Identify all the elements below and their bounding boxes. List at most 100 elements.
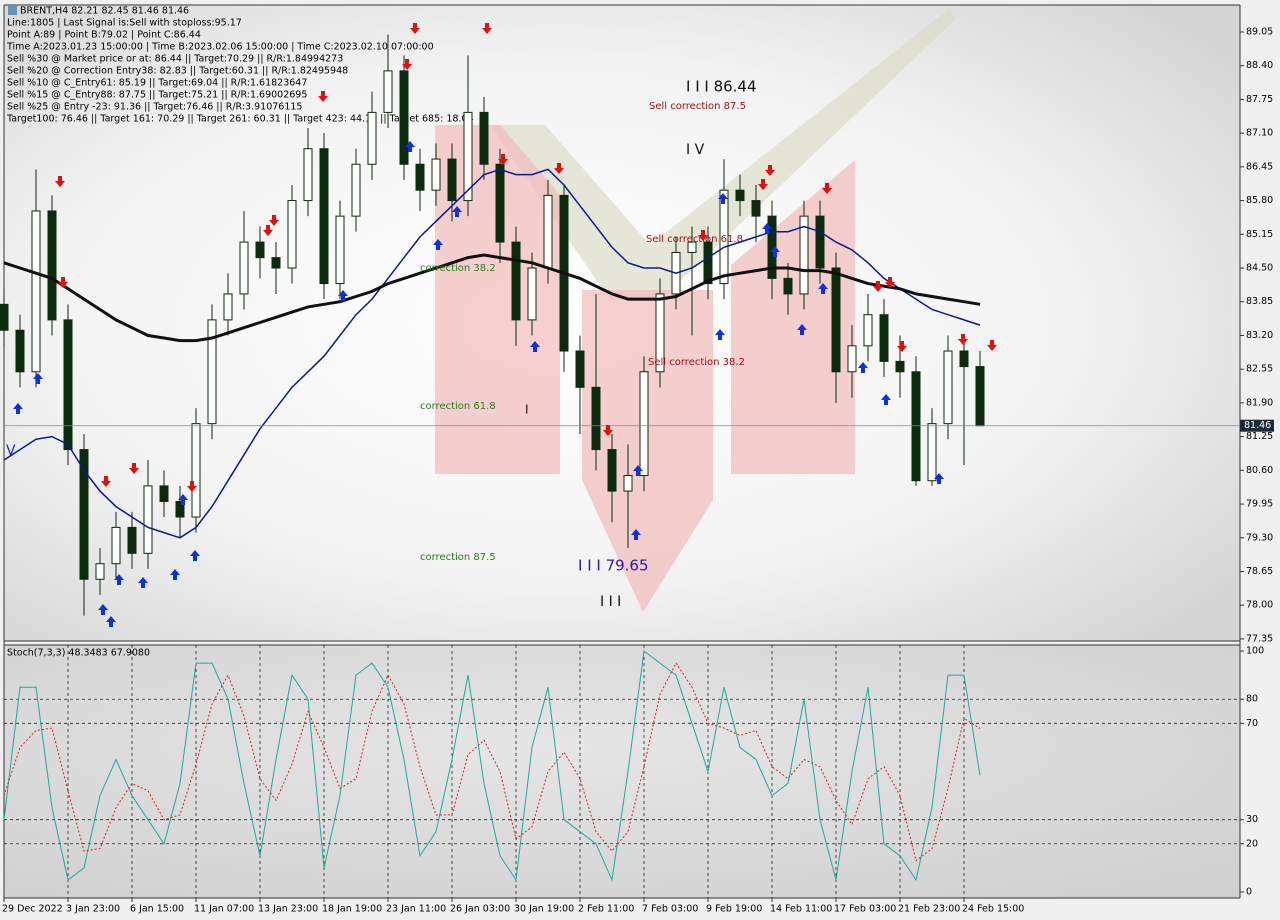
candle-body <box>815 215 825 269</box>
buy-arrow <box>433 239 443 250</box>
y-tick-label: 88.40 <box>1246 60 1273 71</box>
buy-arrow <box>106 616 116 627</box>
sell-arrow <box>603 425 613 436</box>
candle-body <box>959 350 969 368</box>
buy-arrow <box>190 550 200 561</box>
candle-body <box>287 200 297 269</box>
candle-body <box>911 371 921 482</box>
annotation: I <box>525 403 529 417</box>
y-tick-label: 78.00 <box>1246 600 1273 611</box>
candle-body <box>47 210 57 321</box>
annotation: correction 38.2 <box>420 263 496 274</box>
candle-body <box>415 163 425 191</box>
annotation: Sell correction 38.2 <box>648 357 745 368</box>
y-tick-label: 81.90 <box>1246 397 1273 408</box>
candle-body <box>719 189 729 285</box>
buy-arrow <box>405 141 415 152</box>
sell-arrow <box>758 179 768 190</box>
sell-arrow <box>873 281 883 292</box>
y-tick-label: 30 <box>1246 814 1258 825</box>
stoch-line <box>3 662 981 862</box>
x-tick-label: 14 Feb 11:00 <box>770 904 832 915</box>
info-line: Line:1805 | Last Signal is:Sell with sto… <box>7 18 242 29</box>
info-line: Point A:89 | Point B:79.02 | Point C:86.… <box>7 30 201 41</box>
buy-arrow <box>530 341 540 352</box>
sell-arrow <box>410 23 420 34</box>
candle-body <box>943 350 953 425</box>
candle-body <box>655 293 665 373</box>
sell-arrow <box>498 154 508 165</box>
sell-arrow <box>765 165 775 176</box>
candle-body <box>31 210 41 373</box>
y-tick-label: 20 <box>1246 838 1258 849</box>
chart-layer: Line:1805 | Last Signal is:Sell with sto… <box>0 18 1274 915</box>
annotation: V <box>6 443 16 459</box>
x-tick-label: 9 Feb 19:00 <box>706 904 762 915</box>
stoch-title: Stoch(7,3,3) 48.3483 67.9080 <box>7 648 150 659</box>
candle-body <box>399 70 409 165</box>
x-tick-label: 30 Jan 19:00 <box>514 904 574 915</box>
x-tick-label: 2 Feb 11:00 <box>578 904 634 915</box>
buy-arrow <box>762 223 772 234</box>
candle-body <box>63 319 73 451</box>
annotation: correction 87.5 <box>420 552 496 563</box>
buy-arrow <box>170 569 180 580</box>
sell-arrow <box>885 277 895 288</box>
annotation: I I I 86.44 <box>686 78 757 96</box>
sell-arrow <box>987 340 997 351</box>
candle-body <box>479 111 489 165</box>
y-tick-label: 80.60 <box>1246 465 1273 476</box>
x-tick-label: 26 Jan 03:00 <box>450 904 510 915</box>
candle-body <box>463 111 473 202</box>
y-tick-label: 84.50 <box>1246 263 1273 274</box>
info-line: Sell %20 @ Correction Entry38: 82.83 || … <box>7 66 348 77</box>
y-tick-label: 85.15 <box>1246 229 1273 240</box>
stoch-line <box>3 650 981 882</box>
buy-arrow <box>33 373 43 384</box>
candle-body <box>639 371 649 477</box>
chart-title: BRENT,H4 82.21 82.45 81.46 81.46 <box>20 6 189 17</box>
info-line: Time A:2023.01.23 15:00:00 | Time B:2023… <box>6 42 434 53</box>
candle-body <box>751 200 761 217</box>
candle-body <box>207 319 217 425</box>
x-tick-label: 24 Feb 15:00 <box>962 904 1024 915</box>
y-tick-label: 85.80 <box>1246 195 1273 206</box>
y-tick-label: 86.45 <box>1246 161 1273 172</box>
moving-average <box>3 253 981 343</box>
y-tick-label: 100 <box>1246 646 1264 657</box>
candle-body <box>111 526 121 565</box>
annotation: correction 61.8 <box>420 401 496 412</box>
x-tick-label: 23 Jan 11:00 <box>386 904 446 915</box>
candle-body <box>735 189 745 202</box>
candle-body <box>847 345 857 373</box>
info-line: Sell %30 @ Market price or at: 86.44 || … <box>7 54 343 65</box>
x-tick-label: 11 Jan 07:00 <box>194 904 254 915</box>
candle-body <box>607 449 617 492</box>
x-tick-label: 18 Jan 19:00 <box>322 904 382 915</box>
candle-body <box>687 241 697 253</box>
sell-arrow <box>101 476 111 487</box>
buy-arrow <box>178 494 188 505</box>
sell-arrow <box>58 277 68 288</box>
watermark-left <box>435 125 560 474</box>
annotation: I I I 79.65 <box>578 557 649 575</box>
x-tick-label: 13 Jan 23:00 <box>258 904 318 915</box>
x-tick-label: 6 Jan 15:00 <box>130 904 184 915</box>
y-tick-label: 77.35 <box>1246 633 1273 644</box>
y-tick-label: 79.95 <box>1246 499 1273 510</box>
candle-body <box>95 563 105 580</box>
buy-arrow <box>452 206 462 217</box>
x-tick-label: 3 Jan 23:00 <box>66 904 120 915</box>
candle-body <box>575 350 585 388</box>
candle-body <box>495 163 505 243</box>
candle-body <box>447 158 457 202</box>
candle-body <box>591 386 601 451</box>
buy-arrow <box>797 324 807 335</box>
candle-body <box>511 241 521 321</box>
candle-body <box>143 485 153 554</box>
annotation: Sell correction 61.8 <box>646 234 743 245</box>
sell-arrow <box>318 91 328 102</box>
sell-arrow <box>129 463 139 474</box>
candle-body <box>543 194 553 269</box>
